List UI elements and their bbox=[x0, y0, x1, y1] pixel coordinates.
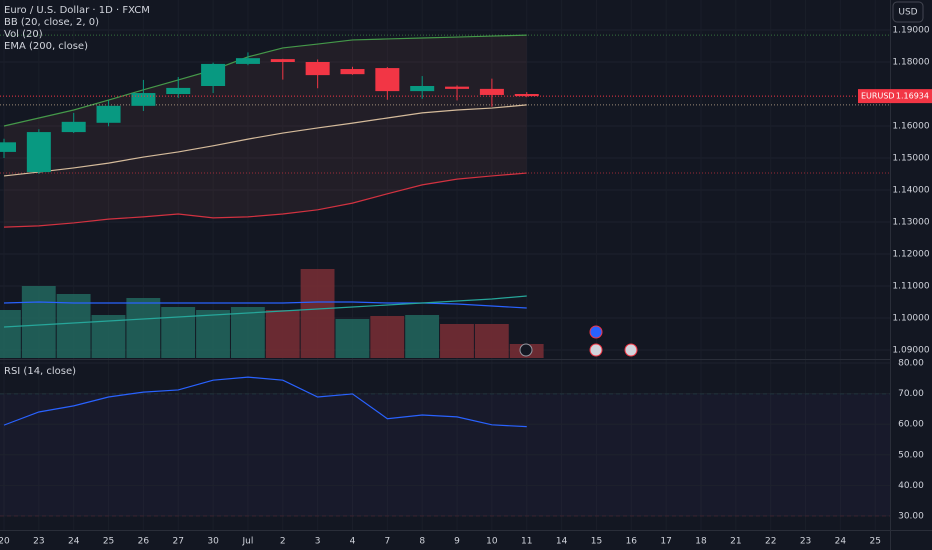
event-icon[interactable] bbox=[589, 325, 603, 339]
currency-label: USD bbox=[898, 8, 917, 18]
volume-bar bbox=[440, 324, 474, 358]
price-label-box bbox=[858, 89, 932, 104]
candle-body bbox=[201, 63, 226, 86]
x-tick-label: 24 bbox=[835, 537, 847, 547]
x-tick-label: 22 bbox=[765, 537, 776, 547]
currency-button[interactable] bbox=[892, 1, 924, 23]
y-tick-label: 60.00 bbox=[898, 420, 924, 430]
indicator-line bbox=[3, 34, 527, 127]
candle-body bbox=[375, 68, 400, 92]
x-tick-label: 2 bbox=[280, 537, 286, 547]
candle-body bbox=[96, 105, 121, 123]
volume-bar bbox=[126, 298, 161, 358]
rsi-line bbox=[3, 376, 527, 428]
x-tick-label: 26 bbox=[138, 537, 150, 547]
y-tick-label: 1.11000 bbox=[892, 282, 929, 292]
symbol-title: Euro / U.S. Dollar · 1D · FXCM bbox=[4, 5, 150, 16]
x-tick-label: 17 bbox=[660, 537, 671, 547]
volume-bar bbox=[196, 310, 230, 358]
volume-bar bbox=[56, 294, 91, 358]
y-tick-label: 70.00 bbox=[898, 389, 924, 399]
volume-bar bbox=[474, 324, 509, 358]
y-tick-label: 1.09000 bbox=[892, 346, 929, 356]
x-tick-label: 16 bbox=[626, 537, 638, 547]
y-tick-label: 80.00 bbox=[898, 359, 924, 369]
candle-body bbox=[166, 87, 191, 94]
indicator-legend: Vol (20) bbox=[4, 29, 43, 40]
indicator-legend: BB (20, close, 2, 0) bbox=[4, 17, 99, 28]
candle-body bbox=[26, 132, 51, 173]
x-tick-label: 4 bbox=[350, 537, 356, 547]
x-tick-label: 23 bbox=[800, 537, 811, 547]
volume-ma-line bbox=[3, 301, 527, 309]
candle-body bbox=[445, 86, 470, 89]
x-tick-label: 3 bbox=[315, 537, 321, 547]
indicator-legend: EMA (200, close) bbox=[4, 41, 88, 52]
y-tick-label: 1.10000 bbox=[892, 314, 929, 324]
volume-bar bbox=[265, 310, 300, 358]
volume-bar bbox=[335, 319, 370, 358]
volume-bar bbox=[300, 269, 335, 358]
candle-body bbox=[235, 58, 260, 64]
y-tick-label: 1.16000 bbox=[892, 122, 929, 132]
candle-body bbox=[270, 59, 295, 62]
x-tick-label: 11 bbox=[521, 537, 532, 547]
x-tick-label: 24 bbox=[68, 537, 80, 547]
x-tick-label: 10 bbox=[486, 537, 498, 547]
y-tick-label: 1.14000 bbox=[892, 186, 929, 196]
volume-bar bbox=[230, 307, 265, 358]
y-tick-label: 40.00 bbox=[898, 481, 924, 491]
x-tick-label: 15 bbox=[591, 537, 602, 547]
volume-bar bbox=[0, 310, 21, 358]
x-tick-label: Jul bbox=[242, 537, 254, 547]
candle-body bbox=[61, 121, 86, 133]
y-tick-label: 1.13000 bbox=[892, 218, 929, 228]
rsi-legend: RSI (14, close) bbox=[4, 366, 76, 377]
candle-body bbox=[305, 62, 330, 76]
y-tick-label: 50.00 bbox=[898, 450, 924, 460]
x-tick-label: 14 bbox=[556, 537, 568, 547]
x-tick-label: 9 bbox=[454, 537, 460, 547]
x-tick-label: 7 bbox=[384, 537, 390, 547]
y-tick-label: 1.18000 bbox=[892, 58, 929, 68]
x-tick-label: 18 bbox=[695, 537, 707, 547]
volume-bar bbox=[161, 307, 196, 358]
x-tick-label: 8 bbox=[419, 537, 425, 547]
x-tick-label: 30 bbox=[207, 537, 219, 547]
x-tick-label: 25 bbox=[103, 537, 114, 547]
candle-body bbox=[340, 69, 365, 75]
indicator-line bbox=[3, 172, 527, 228]
candle-body bbox=[0, 142, 16, 152]
volume-bar bbox=[405, 315, 440, 358]
candle-body bbox=[410, 86, 435, 92]
volume-ma-line bbox=[3, 295, 527, 328]
x-tick-label: 27 bbox=[173, 537, 184, 547]
candle-body bbox=[479, 88, 504, 95]
event-icon[interactable] bbox=[589, 343, 603, 357]
x-tick-label: 21 bbox=[730, 537, 741, 547]
y-tick-label: 1.19000 bbox=[892, 26, 929, 36]
candle-body bbox=[131, 93, 156, 106]
y-tick-label: 1.12000 bbox=[892, 250, 929, 260]
candle-body bbox=[514, 94, 539, 97]
price-label: 1.16934 bbox=[896, 92, 929, 101]
x-tick-label: 25 bbox=[870, 537, 881, 547]
event-icon[interactable] bbox=[624, 343, 638, 357]
indicator-line bbox=[3, 104, 527, 177]
y-tick-label: 1.15000 bbox=[892, 154, 929, 164]
symbol-label: EURUSD bbox=[861, 92, 895, 101]
dividend-icon[interactable] bbox=[519, 343, 533, 357]
volume-bar bbox=[370, 316, 405, 358]
volume-bar bbox=[21, 286, 56, 358]
event-icons bbox=[519, 325, 638, 357]
x-tick-label: 20 bbox=[0, 537, 10, 547]
y-tick-label: 30.00 bbox=[898, 511, 924, 521]
x-tick-label: 23 bbox=[33, 537, 44, 547]
